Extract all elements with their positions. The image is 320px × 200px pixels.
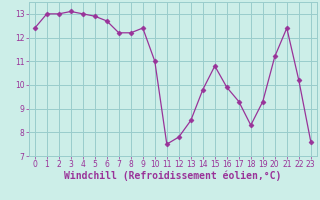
X-axis label: Windchill (Refroidissement éolien,°C): Windchill (Refroidissement éolien,°C) — [64, 171, 282, 181]
